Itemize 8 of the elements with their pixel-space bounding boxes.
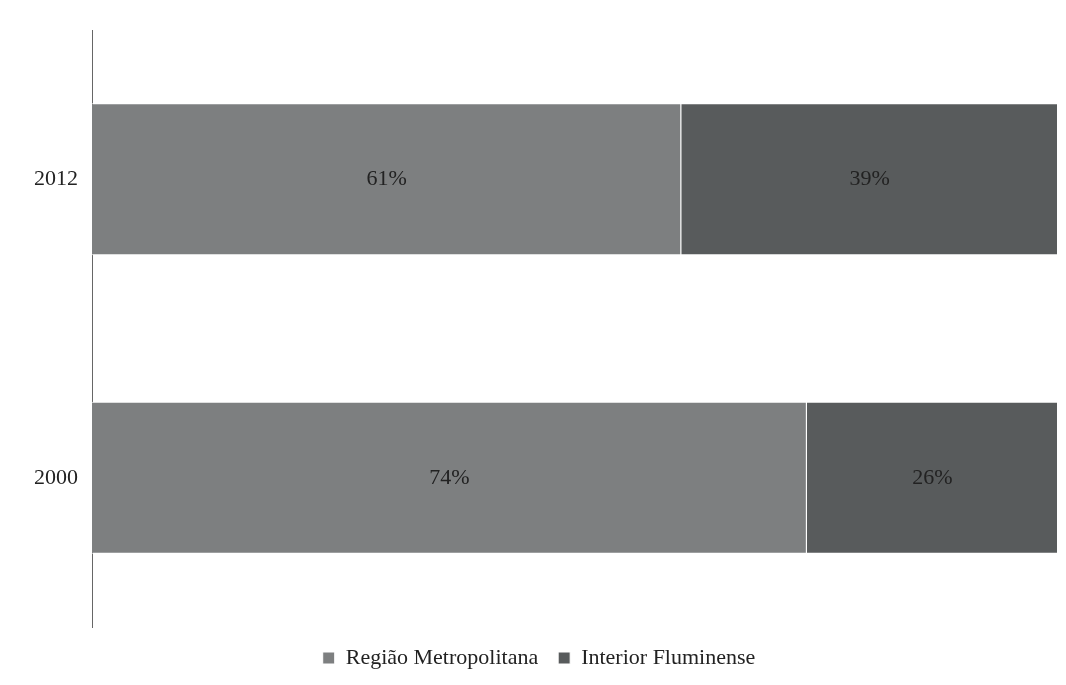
- legend-label: Interior Fluminense: [581, 643, 756, 669]
- data-label: 26%: [912, 463, 953, 489]
- data-label: 61%: [366, 165, 407, 191]
- y-tick-label: 2000: [34, 463, 78, 489]
- y-tick-label: 2012: [34, 165, 78, 191]
- data-label: 74%: [429, 463, 470, 489]
- legend-label: Região Metropolitana: [345, 643, 539, 669]
- data-label: 39%: [849, 165, 890, 191]
